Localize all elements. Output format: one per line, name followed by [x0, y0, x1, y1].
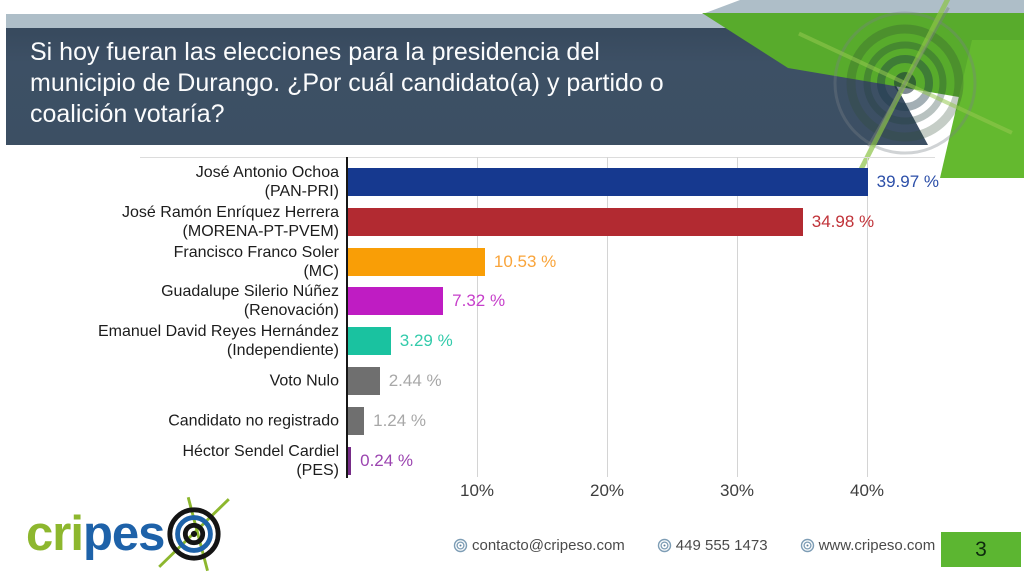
logo-target-icon [158, 496, 231, 572]
bar-category-label: Francisco Franco Soler (MC) [79, 243, 339, 281]
logo-text-green: cri [26, 506, 84, 561]
bar-value-label: 3.29 % [399, 331, 453, 351]
bar-value-label: 7.32 % [452, 291, 506, 311]
bar-category-label: José Antonio Ochoa (PAN-PRI) [79, 163, 339, 201]
x-tick-label: 40% [849, 481, 885, 500]
candidate-party: (MORENA-PT-PVEM) [182, 222, 339, 240]
x-tick-label: 30% [719, 481, 755, 500]
candidate-name: Candidato no registrado [168, 412, 339, 430]
candidate-party: (Independiente) [226, 342, 339, 360]
contact-website: www.cripeso.com [800, 537, 936, 554]
contact-target-icon [453, 538, 468, 553]
bar-value-label: 10.53 % [493, 251, 557, 271]
bar-value-label: 39.97 % [876, 172, 939, 191]
x-tick-label: 20% [589, 481, 625, 500]
bar-category-label: José Ramón Enríquez Herrera (MORENA-PT-PV… [79, 203, 339, 241]
candidate-name: Héctor Sendel Cardiel [182, 442, 339, 460]
slide-title-line-1: Si hoy fueran las elecciones para la pre… [30, 38, 600, 66]
candidate-name: José Ramón Enríquez Herrera [122, 203, 339, 221]
bar [348, 168, 868, 196]
slide-title: Si hoy fueran las elecciones para la pre… [30, 37, 664, 130]
grid-line [607, 157, 608, 477]
bar-value-label: 2.44 % [388, 371, 442, 390]
grid-line [737, 157, 738, 477]
page-number-box: 3 [941, 532, 1021, 567]
bar-category-label: Guadalupe Silerio Núñez (Renovación) [79, 282, 339, 320]
candidate-party: (MC) [303, 262, 339, 280]
bar-value-label: 0.24 % [360, 450, 414, 470]
bar [348, 446, 352, 475]
logo-text-blue: pes [82, 506, 165, 561]
contact-website-text: www.cripeso.com [818, 537, 936, 554]
bar-value-label: 34.98 % [811, 211, 875, 231]
bar [348, 327, 391, 356]
contact-target-icon [657, 538, 671, 553]
contact-phone-text: 449 555 1473 [675, 537, 768, 554]
contact-phone: 449 555 1473 [657, 537, 768, 554]
grid-line [477, 157, 478, 477]
candidate-name: Guadalupe Silerio Núñez [161, 283, 339, 301]
bar [348, 367, 380, 395]
bar [348, 287, 444, 316]
candidate-name: José Antonio Ochoa [195, 164, 339, 181]
bar-category-label: Candidato no registrado [79, 411, 339, 430]
candidate-name: Emanuel David Reyes Hernández [97, 323, 339, 341]
bar-category-label: Emanuel David Reyes Hernández (Independie… [79, 322, 339, 360]
bar-category-label: Héctor Sendel Cardiel (PES) [79, 442, 339, 480]
contact-email-text: contacto@cripeso.com [472, 537, 625, 554]
y-axis-line [346, 157, 348, 478]
bar-category-label: Voto Nulo [79, 372, 339, 391]
bar-value-label: 1.24 % [373, 410, 427, 430]
contact-email: contacto@cripeso.com [453, 537, 625, 554]
candidate-party: (PAN-PRI) [264, 183, 339, 200]
candidate-name: Voto Nulo [269, 372, 339, 390]
plot-top-border [140, 157, 935, 158]
cripeso-logo: cri pes [26, 496, 231, 572]
slide-title-line-3: coalición votaría? [30, 100, 225, 128]
page-number: 3 [975, 537, 987, 561]
grid-line [867, 157, 868, 477]
slide-title-line-2: municipio de Durango. ¿Por cuál candidat… [30, 69, 664, 97]
bar [348, 406, 365, 435]
contact-target-icon [800, 538, 814, 553]
candidate-name: Francisco Franco Soler [173, 243, 339, 261]
bar [348, 207, 803, 236]
bar [348, 247, 485, 276]
footer-contacts: contacto@cripeso.com 449 555 1473 www.cr… [453, 537, 935, 554]
candidate-party: (Renovación) [243, 302, 339, 320]
x-tick-label: 10% [459, 481, 495, 500]
candidate-party: (PES) [296, 461, 339, 479]
